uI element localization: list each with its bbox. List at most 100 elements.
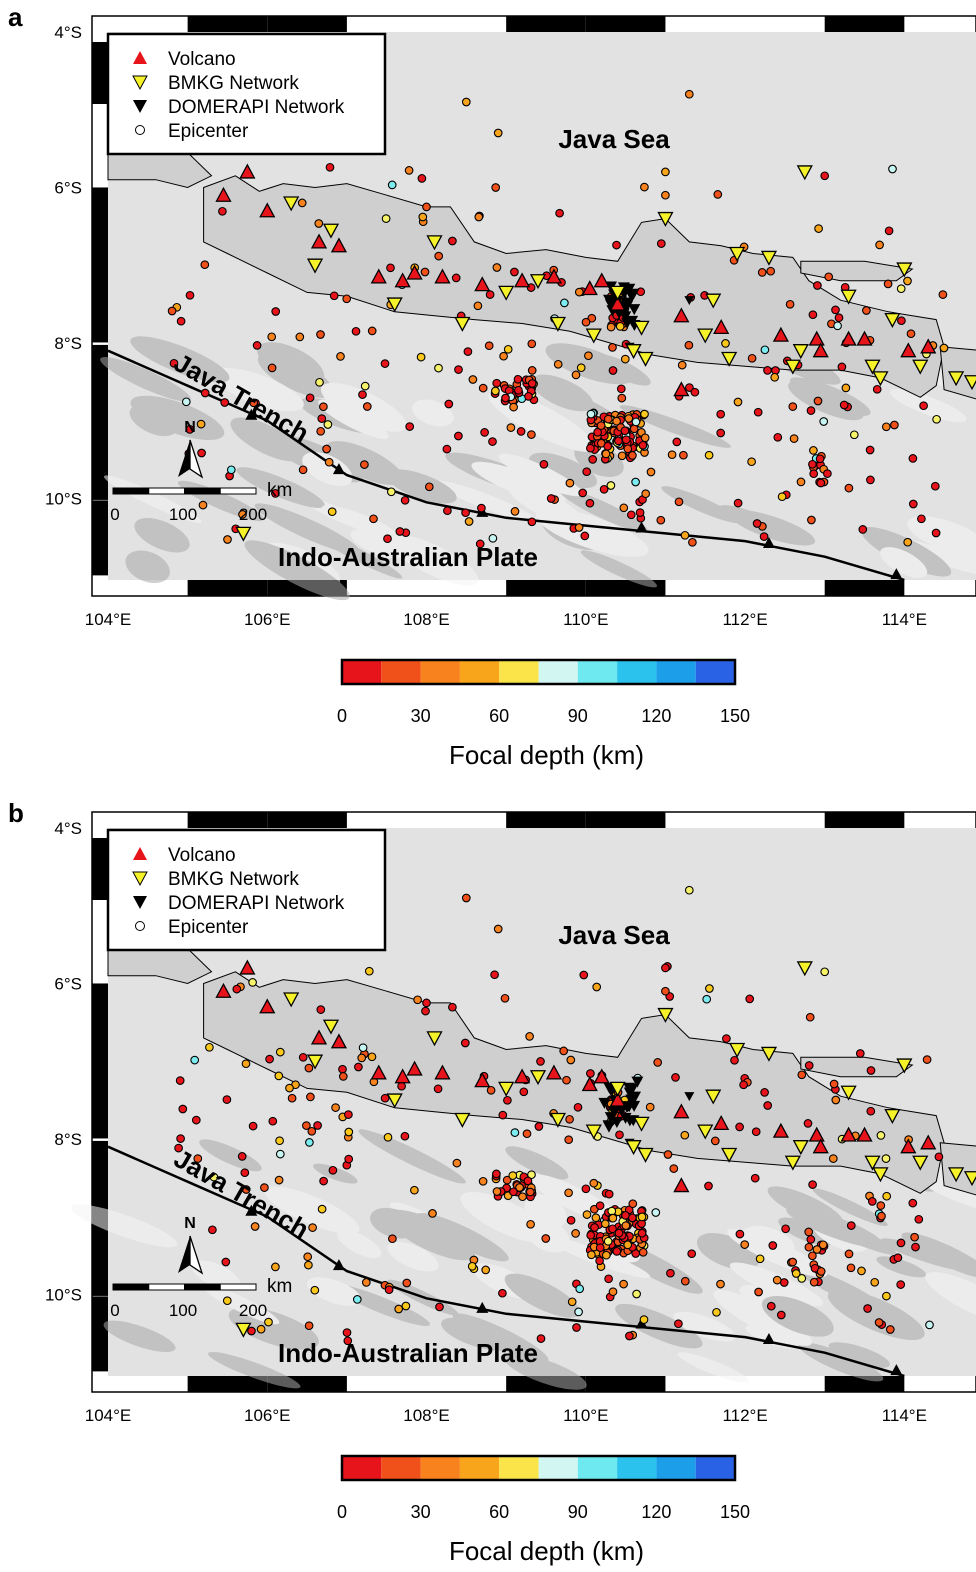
colorbar-segment: [342, 660, 382, 684]
epicenter-marker: [760, 1088, 769, 1097]
bathymetry-patch: [745, 1325, 799, 1349]
trench-tooth: [890, 568, 903, 580]
epicenter-marker: [488, 533, 498, 543]
colorbar-tick-label: 60: [489, 1502, 509, 1522]
bmkg-station: [657, 1007, 674, 1023]
epicenter-marker: [237, 1152, 247, 1161]
epicenter-marker: [305, 393, 315, 403]
scale-segment: [112, 487, 150, 495]
bathymetry-patch: [718, 505, 784, 535]
frame-stripe: [92, 983, 108, 1139]
epicenter-marker: [267, 363, 277, 373]
bmkg-station: [948, 1167, 965, 1183]
epicenter-marker: [788, 1257, 798, 1267]
colorbar-tick-label: 60: [489, 706, 509, 726]
volcano-marker: [394, 1068, 411, 1084]
bathymetry-patch: [559, 488, 648, 533]
epicenter-marker: [818, 1240, 828, 1250]
epicenter-marker: [759, 532, 769, 541]
epicenter-marker: [641, 489, 651, 499]
bathymetry-patch: [876, 1256, 927, 1278]
epicenter-marker: [809, 469, 819, 479]
frame-stripe: [92, 187, 108, 343]
epicenter-marker: [640, 182, 649, 192]
epicenter-marker: [702, 994, 712, 1004]
trench-tooth: [762, 537, 775, 549]
epicenter-marker: [669, 1164, 679, 1173]
epicenter-marker: [917, 514, 926, 524]
epicenter-marker: [770, 372, 780, 382]
volcano-marker: [330, 237, 348, 253]
epicenter-marker: [582, 1210, 592, 1219]
epicenter-marker: [523, 1176, 533, 1186]
legend-epicenter-icon: [135, 921, 145, 931]
epicenter-marker: [809, 446, 818, 455]
epicenter-marker: [527, 430, 536, 439]
volcano-marker: [812, 342, 829, 358]
bmkg-station: [721, 1147, 738, 1163]
epicenter-marker: [828, 1154, 838, 1163]
epicenter-marker: [640, 409, 649, 419]
epicenter-marker: [247, 1326, 256, 1336]
frame-stripe: [187, 16, 268, 32]
epicenter-marker: [601, 449, 611, 459]
epicenter-marker: [221, 1257, 231, 1267]
lon-tick-label: 110°E: [563, 610, 608, 629]
bathymetry-patch: [337, 1229, 382, 1259]
epicenter-marker: [608, 366, 618, 375]
bathymetry-patch: [309, 529, 403, 579]
epicenter-marker: [357, 1053, 367, 1063]
bmkg-station: [872, 1167, 889, 1183]
epicenter-marker: [381, 214, 391, 223]
epicenter-marker: [831, 1095, 841, 1105]
scale-bar: km 0 100 200: [110, 1276, 292, 1320]
epicenter-marker: [358, 390, 367, 399]
legend-label: BMKG Network: [168, 73, 299, 94]
epicenter-marker: [614, 436, 623, 446]
epicenter-marker: [503, 1095, 512, 1105]
epicenter-marker: [198, 500, 208, 510]
bathymetry-patch: [103, 1320, 176, 1353]
epicenter-marker: [939, 343, 949, 353]
epicenter-marker: [461, 508, 470, 518]
epicenter-marker: [808, 1251, 817, 1261]
epicenter-marker: [849, 430, 859, 440]
epicenter-marker: [464, 517, 474, 526]
epicenter-marker: [527, 517, 537, 527]
scale-segment: [112, 1283, 150, 1291]
epicenter-marker: [619, 1279, 628, 1289]
epicenter-marker: [519, 1087, 529, 1097]
colorbar-tick-label: 150: [720, 1502, 750, 1522]
bathymetry-patch: [592, 353, 651, 386]
scale-unit: km: [267, 1276, 292, 1297]
epicenter-marker: [587, 1250, 596, 1260]
epicenter-marker: [509, 1187, 518, 1197]
plate-label: Indo-Australian Plate: [278, 1338, 538, 1368]
epicenter-marker: [776, 1310, 786, 1320]
epicenter-marker: [619, 503, 629, 513]
bathymetry-patch: [103, 475, 202, 524]
frame-stripe: [187, 580, 268, 596]
epicenter-marker: [360, 460, 369, 469]
epicenter-marker: [564, 1188, 573, 1198]
epicenter-marker: [777, 492, 787, 502]
bathymetry-patch: [388, 534, 479, 586]
epicenter-marker: [344, 1110, 353, 1119]
epicenter-marker: [308, 1223, 317, 1232]
epicenter-marker: [492, 1169, 501, 1179]
epicenter-marker: [442, 444, 452, 454]
epicenter-marker: [492, 263, 502, 272]
epicenter-marker: [846, 1263, 856, 1273]
epicenter-marker: [539, 459, 549, 469]
bmkg-station: [840, 1085, 857, 1101]
epicenter-marker: [264, 1317, 273, 1327]
bmkg-station: [760, 250, 778, 266]
epicenter-marker: [814, 224, 823, 233]
bmkg-station: [283, 992, 300, 1008]
frame-stripe: [187, 812, 268, 828]
volcano-marker: [673, 381, 690, 397]
epicenter-marker: [789, 434, 799, 443]
epicenter-marker: [484, 341, 494, 351]
epicenter-marker: [541, 1234, 551, 1243]
